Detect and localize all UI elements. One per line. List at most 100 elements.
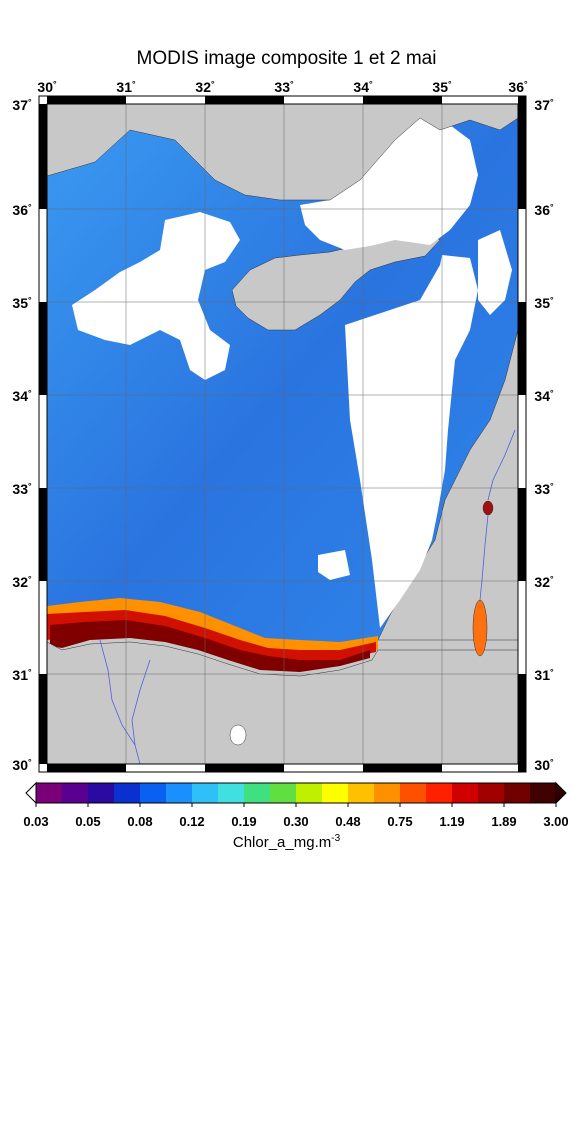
colorbar-labels: 0.03 0.05 0.08 0.12 0.19 0.30 0.48 0.75 1.19 1.89… — [23, 803, 569, 829]
colorbar-segment — [114, 783, 128, 803]
colorbar-segment — [231, 783, 245, 803]
lat-label-left: 33° — [12, 481, 32, 497]
colorbar-segment — [400, 783, 414, 803]
colorbar-tick-label: 0.05 — [75, 814, 100, 829]
colorbar-segment — [335, 783, 349, 803]
lon-label-top: 31° — [116, 79, 136, 95]
colorbar-segment — [309, 783, 323, 803]
nile-river — [99, 639, 141, 764]
colorbar-title-exp: -3 — [331, 833, 341, 844]
colorbar-segment — [530, 783, 544, 803]
lat-label-left: 37° — [12, 97, 32, 113]
lon-label-top: 35° — [432, 79, 452, 95]
nile-branch — [131, 659, 151, 746]
lat-label-left: 30° — [12, 757, 32, 773]
map-frame — [38, 95, 527, 773]
cloud-east-strip — [478, 230, 512, 315]
map-area — [47, 104, 518, 764]
colorbar-segment — [270, 783, 284, 803]
colorbar-title: Chlor_a_mg.m-3 — [0, 833, 573, 851]
colorbar-segment — [88, 783, 102, 803]
cloud-south-patch — [318, 550, 350, 580]
colorbar-segment — [283, 783, 297, 803]
colorbar-segment — [205, 783, 219, 803]
lon-label-top: 34° — [353, 79, 373, 95]
colorbar-segment — [439, 783, 453, 803]
lat-label-right: 32° — [534, 574, 554, 590]
colorbar-segment — [452, 783, 466, 803]
colorbar-title-main: Chlor_a_mg.m — [232, 834, 332, 851]
colorbar-segment — [374, 783, 388, 803]
colorbar-tick-label: 0.48 — [335, 814, 360, 829]
colorbar-segment — [426, 783, 440, 803]
turkey-coast — [47, 104, 518, 201]
map-title: MODIS image composite 1 et 2 mai — [136, 48, 437, 69]
colorbar-segment — [543, 783, 557, 803]
colorbar-segment — [491, 783, 505, 803]
colorbar-segment — [244, 783, 258, 803]
colorbar-segment — [179, 783, 193, 803]
lat-label-left: 36° — [12, 202, 32, 218]
colorbar-segment — [517, 783, 531, 803]
lat-label-left: 35° — [12, 295, 32, 311]
colorbar-segment — [413, 783, 427, 803]
colorbar-segment — [75, 783, 89, 803]
colorbar-segment — [218, 783, 232, 803]
colorbar-tick-label: 0.08 — [127, 814, 152, 829]
colorbar-segment — [478, 783, 492, 803]
colorbar-segment — [192, 783, 206, 803]
lake-small — [229, 724, 247, 746]
colorbar-segment — [36, 783, 50, 803]
colorbar-segment — [322, 783, 336, 803]
lake-tiberias — [482, 500, 494, 516]
colorbar-segment — [348, 783, 362, 803]
colorbar-segments — [36, 783, 557, 803]
colorbar-tick-label: 1.89 — [491, 814, 516, 829]
lat-label-right: 31° — [534, 667, 554, 683]
colorbar-segment — [257, 783, 271, 803]
colorbar-segment — [62, 783, 76, 803]
lat-label-right: 34° — [534, 388, 554, 404]
colorbar-segment — [166, 783, 180, 803]
lake-manzala — [472, 599, 488, 657]
grid — [47, 104, 518, 764]
lat-label-left: 34° — [12, 388, 32, 404]
cloud-central — [72, 212, 240, 380]
colorbar-segment — [504, 783, 518, 803]
colorbar-tick-label: 0.03 — [23, 814, 48, 829]
coastal-band-dark — [50, 620, 370, 672]
colorbar-tick-label: 0.19 — [231, 814, 256, 829]
lat-label-left: 31° — [12, 667, 32, 683]
colorbar-segment — [153, 783, 167, 803]
lon-label-top: 33° — [274, 79, 294, 95]
levant-land — [377, 329, 518, 641]
colorbar-tick-label: 0.75 — [387, 814, 412, 829]
colorbar: 0.03 0.05 0.08 0.12 0.19 0.30 0.48 0.75 1.19 1.89… — [23, 781, 569, 829]
lon-labels-top: 30° 31° 32° 33° 34° 35° 36° — [37, 79, 528, 95]
colorbar-segment — [361, 783, 375, 803]
lon-label-top: 30° — [37, 79, 57, 95]
colorbar-tick-label: 0.30 — [283, 814, 308, 829]
colorbar-segment — [127, 783, 141, 803]
lat-label-right: 30° — [534, 757, 554, 773]
colorbar-segment — [101, 783, 115, 803]
cloud-north-east — [300, 118, 478, 250]
lat-label-right: 37° — [534, 97, 554, 113]
lat-label-right: 33° — [534, 481, 554, 497]
colorbar-segment — [49, 783, 63, 803]
colorbar-arrow-right — [555, 781, 567, 805]
colorbar-segment — [140, 783, 154, 803]
jordan-river — [479, 429, 516, 601]
lat-label-right: 35° — [534, 295, 554, 311]
colorbar-tick-label: 0.12 — [179, 814, 204, 829]
lat-labels-left: 30° 31° 32° 33° 34° 35° 36° 37° — [12, 97, 32, 773]
colorbar-tick-label: 3.00 — [543, 814, 568, 829]
lat-label-right: 36° — [534, 202, 554, 218]
lon-label-top: 32° — [195, 79, 215, 95]
lon-label-top: 36° — [508, 79, 528, 95]
colorbar-arrow-left — [25, 781, 37, 805]
colorbar-segment — [387, 783, 401, 803]
egypt-land — [47, 641, 518, 764]
colorbar-segment — [296, 783, 310, 803]
